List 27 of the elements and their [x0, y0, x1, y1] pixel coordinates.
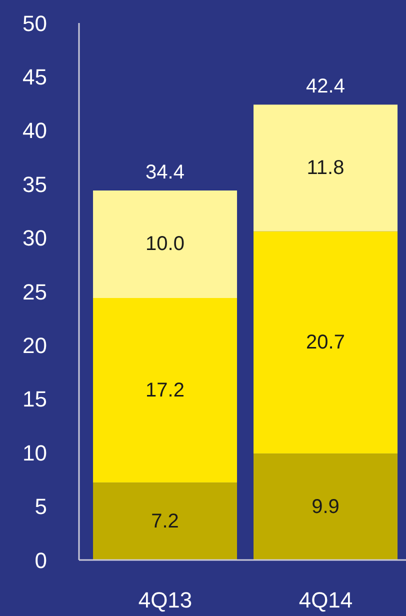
- bar: [254, 454, 398, 560]
- x-tick-label: 4Q14: [298, 588, 353, 613]
- x-tick-label: 4Q13: [138, 588, 192, 613]
- data-label: 9.9: [312, 496, 340, 518]
- bar: [93, 298, 238, 483]
- bar: [93, 190, 238, 298]
- y-tick-label: 0: [34, 548, 47, 573]
- y-tick-label: 10: [22, 440, 47, 466]
- data-label: 17.2: [146, 379, 184, 402]
- y-tick-label: 45: [22, 64, 47, 90]
- bar: [254, 231, 398, 454]
- y-tick-label: 25: [22, 279, 47, 304]
- bar: [93, 482, 238, 560]
- y-tick-label: 5: [34, 494, 47, 520]
- data-label: 7.2: [151, 510, 179, 532]
- data-label: 10.0: [146, 233, 184, 256]
- y-tick-label: 40: [22, 118, 47, 144]
- y-tick-label: 15: [22, 386, 47, 412]
- bar: [254, 104, 398, 232]
- y-tick-label: 35: [22, 172, 47, 197]
- y-tick-label: 20: [22, 333, 47, 358]
- total-label: 42.4: [306, 76, 345, 98]
- data-label: 11.8: [306, 156, 344, 179]
- y-tick-label: 30: [22, 226, 47, 251]
- data-label: 20.7: [306, 332, 345, 354]
- total-label: 34.4: [146, 162, 184, 184]
- y-tick-label: 50: [22, 10, 47, 36]
